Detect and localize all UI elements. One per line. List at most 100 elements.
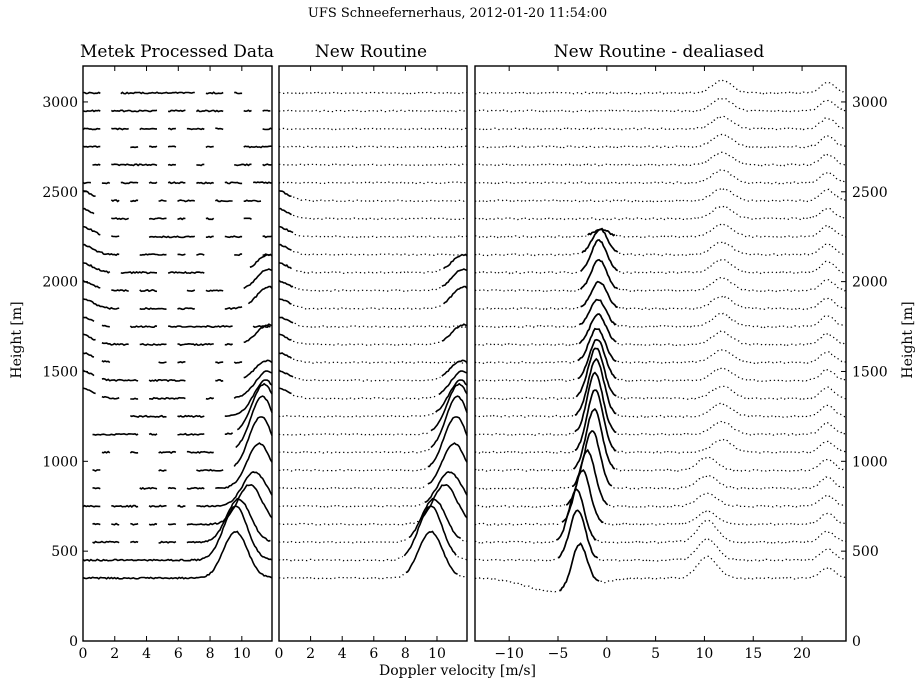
dealiased-peak-line [571,430,613,488]
x-tick-label: 0 [79,646,88,662]
dealiased-noise-line [617,385,847,400]
spectrum-line [278,333,292,341]
spectrum-line [148,378,186,383]
noise-floor-line [294,322,468,328]
spectrum-line [249,253,273,268]
spectrum-line [243,199,262,203]
spectrum-line [252,181,272,185]
spectrum-line [101,377,139,382]
dealiased-noise-line [474,151,847,167]
spectrum-line [92,487,101,490]
noise-floor-line [292,214,468,221]
spectrum-line [177,432,205,436]
dealiased-noise-line [474,324,578,329]
dealiased-noise-line [474,450,574,454]
noise-floor-line [278,502,424,508]
panel-new-routine: 0 2 4 6 8 10 [275,65,468,662]
spectrum-line [441,268,468,287]
spectrum-line [82,127,101,131]
spectrum-line [427,442,468,485]
spectrum-line [148,504,167,508]
dealiased-noise-line [474,133,847,149]
spectrum-line [403,505,457,557]
spectrum-line [236,382,273,431]
spectrum-line [247,285,273,305]
spectrum-line [427,416,468,468]
noise-floor-line [278,467,427,472]
noise-floor-line [293,250,468,256]
dealiased-peak-line [577,338,617,380]
dealiased-peak-line [578,313,617,345]
dealiased-noise-line [618,258,847,275]
spectrum-line [101,324,110,328]
x-tick-label: 10 [233,646,251,662]
spectrum-line [149,396,186,400]
x-tick-label: 0 [602,646,611,662]
spectrum-line [111,235,120,238]
spectrum-line [278,207,292,216]
spectrum-line [101,395,120,400]
spectrum-line [278,243,292,251]
y-tick-label: 500 [852,544,879,560]
dealiased-noise-line [597,519,847,544]
spectrum-line [278,189,292,198]
spectrum-line [148,217,167,221]
spectrum-line [92,522,101,526]
spectrum-line [82,298,120,310]
spectrum-line [167,271,205,275]
spectrum-line [82,243,120,257]
spectrum-line [177,199,196,203]
plot-frame [278,65,468,642]
dealiased-peak-line [561,469,604,524]
y-tick-label: 2500 [852,185,888,201]
spectrum-line [111,504,139,508]
spectrum-line [101,450,111,454]
spectrum-line [177,217,186,221]
spectrum-line [101,360,111,364]
dealiased-peak-line [574,371,617,434]
spectrum-line [262,235,273,239]
spectrum-line [233,370,273,399]
spectrum-line [262,253,271,257]
noise-floor-line [278,181,467,185]
dealiased-noise-line [617,312,847,329]
x-tick-label: 10 [696,646,714,662]
dealiased-noise-line [613,474,847,490]
spectrum-line [167,181,186,185]
dealiased-noise-line [600,555,847,584]
spectrum-line [243,145,272,149]
noise-floor-line [294,233,468,239]
spectrum-line [130,146,139,149]
spectrum-line [408,497,462,540]
y-tick-label: 500 [51,544,78,560]
noise-floor-line [459,574,468,579]
dealiased-noise-line [618,276,847,293]
spectrum-line [441,359,468,377]
dealiased-noise-line [474,306,580,311]
noise-floor-line [278,432,430,436]
dealiased-noise-line [619,294,847,311]
spectrum-line [148,181,158,185]
spectrum-line [224,181,243,185]
spectrum-line [235,395,273,449]
dealiased-noise-line [474,504,565,509]
spectrum-line [215,127,224,131]
noise-floor-line [292,394,438,400]
noise-floor-line [294,286,441,292]
noise-floor-line [278,412,435,418]
spectrum-line [243,323,273,344]
spectrum-line [167,127,176,131]
spectrum-line [224,432,234,436]
dealiased-noise-line [474,577,559,593]
dealiased-noise-line [474,205,846,221]
spectrum-line [120,91,195,95]
y-tick-label: 2000 [852,275,888,291]
dealiased-noise-line [617,402,847,419]
noise-floor-line [279,448,430,454]
spectrum-line [111,127,129,131]
spectrum-line [278,279,294,288]
spectrum-line [139,253,167,256]
x-tick-label: −5 [548,646,569,662]
spectrum-line [205,217,215,221]
panel-metek: 0 2 4 6 8 10 0 500 1000 1500 2000 2500 3000 [42,65,273,662]
